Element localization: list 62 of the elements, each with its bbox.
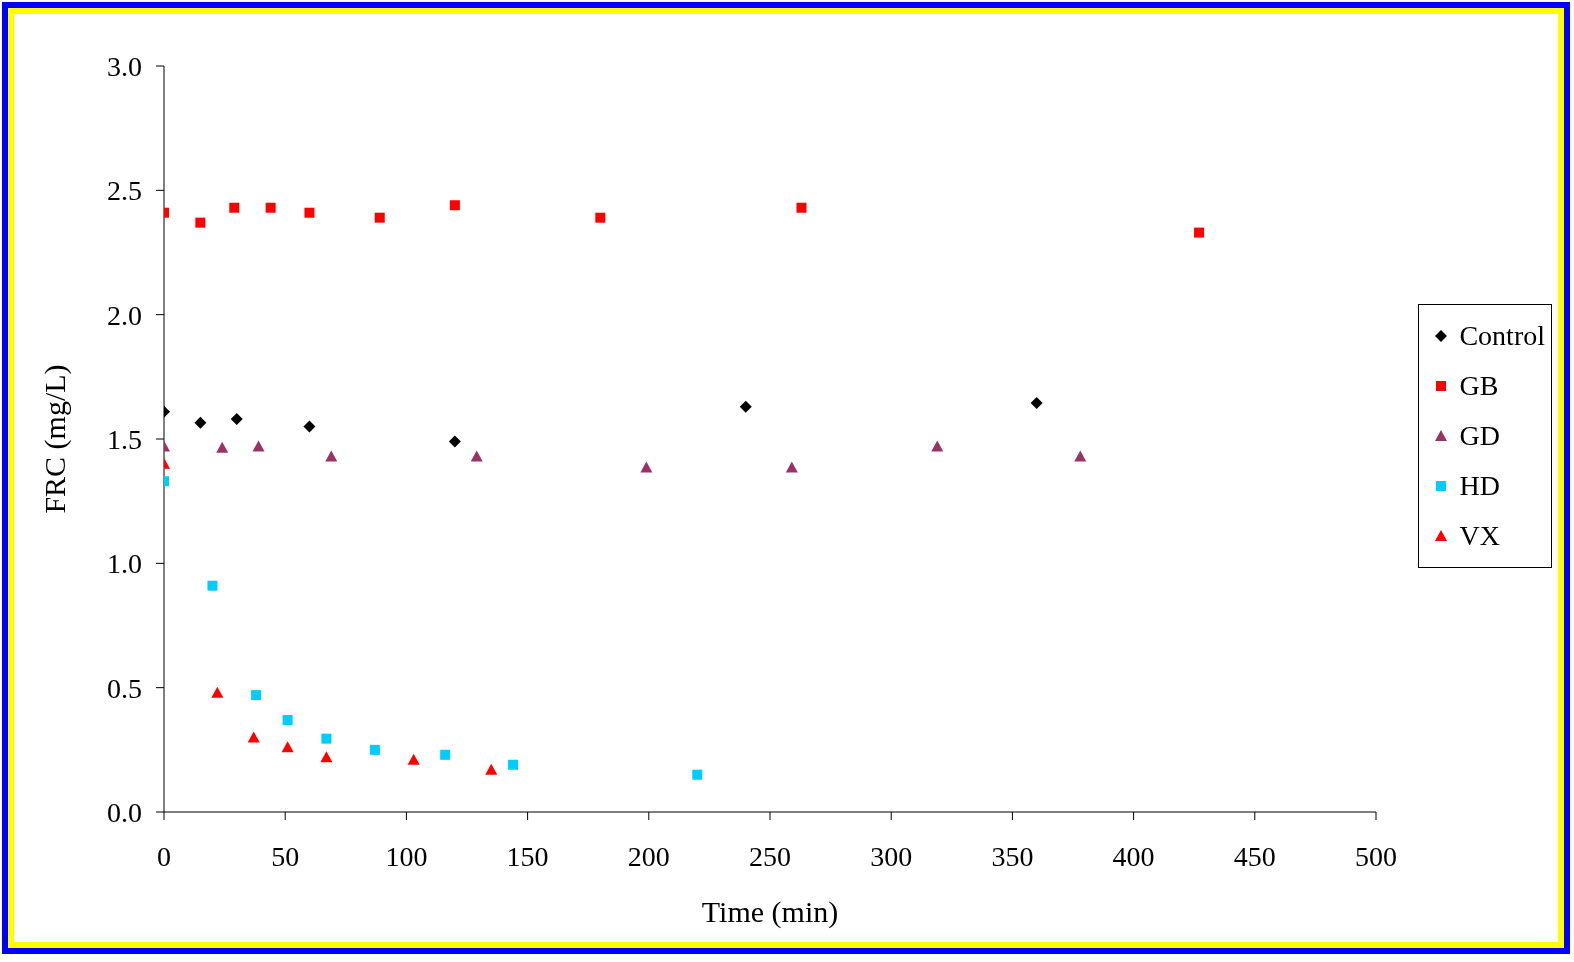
point — [320, 751, 333, 763]
point — [1030, 396, 1043, 409]
point — [281, 741, 294, 753]
x-tick-label: 250 — [749, 840, 791, 872]
point — [207, 580, 218, 591]
point — [194, 416, 207, 429]
y-tick-label: 2.5 — [107, 175, 142, 207]
point — [449, 200, 460, 211]
y-tick-label: 3.0 — [107, 50, 142, 82]
point — [265, 202, 276, 213]
point — [931, 440, 944, 452]
point — [216, 441, 229, 453]
legend-label: VX — [1459, 520, 1500, 552]
point — [692, 769, 703, 780]
point — [1074, 450, 1087, 462]
y-tick-label: 1.0 — [107, 548, 142, 580]
point — [229, 202, 240, 213]
y-axis-title: FRC (mg/L) — [37, 364, 72, 514]
x-axis-title: Time (min) — [701, 895, 839, 929]
point — [211, 686, 224, 698]
x-tick-label: 50 — [271, 840, 300, 872]
point — [508, 759, 519, 770]
x-tick-label: 150 — [506, 840, 549, 872]
point — [247, 731, 260, 743]
y-tick-label: 0.0 — [107, 796, 142, 828]
legend-label: GD — [1459, 420, 1500, 452]
point — [485, 763, 498, 775]
x-tick-label: 500 — [1355, 840, 1397, 872]
point — [739, 400, 752, 413]
point — [369, 744, 380, 755]
point — [1194, 227, 1205, 238]
x-tick-label: 300 — [870, 840, 913, 872]
x-tick-label: 100 — [385, 840, 428, 872]
x-tick-label: 400 — [1112, 840, 1155, 872]
x-tick-label: 0 — [157, 840, 171, 872]
point — [374, 212, 385, 223]
point — [251, 690, 262, 701]
y-tick-label: 1.5 — [107, 423, 142, 455]
point — [303, 420, 316, 433]
point — [640, 461, 653, 473]
y-tick-label: 0.5 — [107, 672, 142, 704]
legend-label: Control — [1459, 320, 1545, 352]
point — [785, 461, 798, 473]
legend-label: GB — [1459, 370, 1499, 402]
point — [325, 450, 338, 462]
point — [595, 212, 606, 223]
legend-label: HD — [1459, 470, 1500, 502]
point — [448, 435, 461, 448]
x-tick-label: 450 — [1233, 840, 1276, 872]
point — [230, 413, 243, 426]
point — [440, 749, 451, 760]
point — [321, 733, 332, 744]
point — [796, 202, 807, 213]
point — [470, 450, 483, 462]
point — [195, 217, 206, 228]
y-tick-label: 2.0 — [107, 299, 142, 331]
point — [252, 440, 265, 452]
x-tick-label: 200 — [627, 840, 670, 872]
point — [304, 207, 315, 218]
point — [282, 714, 293, 725]
x-tick-label: 350 — [991, 840, 1034, 872]
point — [407, 753, 420, 765]
